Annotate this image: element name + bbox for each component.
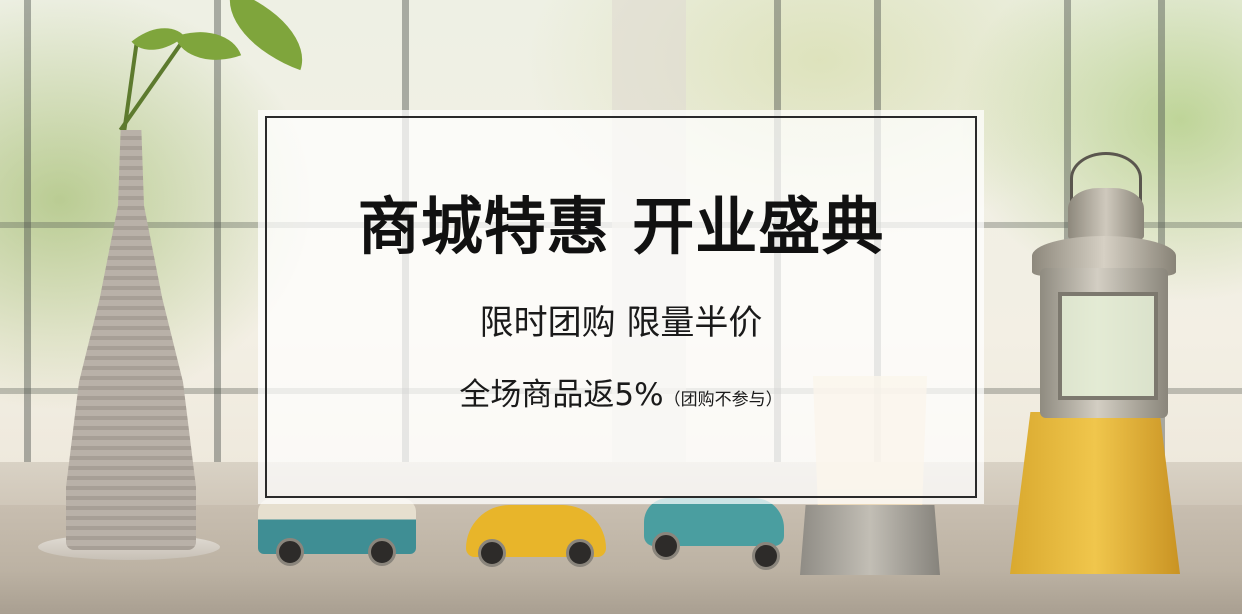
toy-car (466, 505, 606, 567)
toy-scooter (644, 498, 784, 570)
window-bar (1064, 0, 1071, 470)
toy-wheel (566, 539, 594, 567)
promo-note-text: （团购不参与） (663, 390, 783, 410)
toy-bus (258, 498, 416, 566)
window-bar (214, 0, 221, 470)
metal-cup (800, 505, 940, 575)
toy-wheel (368, 538, 396, 566)
toy-wheel (478, 539, 506, 567)
promo-main-text: 全场商品返5% (459, 377, 664, 413)
toy-wheel (276, 538, 304, 566)
promo-panel-border (265, 116, 977, 498)
window-bar (1158, 0, 1165, 470)
promo-panel (258, 110, 984, 504)
banner-headline: 商城特惠 开业盛典 (357, 190, 885, 263)
lantern-cap (1068, 188, 1144, 240)
banner-subheadline: 限时团购 限量半价 (479, 303, 763, 343)
toy-wheel (652, 532, 680, 560)
toy-wheel (752, 542, 780, 570)
lantern-handle (1070, 152, 1142, 205)
promo-line: 全场商品返5%（团购不参与） (265, 380, 977, 411)
window-bar (24, 0, 31, 470)
lantern-glass (1058, 292, 1158, 400)
yellow-bucket (1010, 412, 1180, 574)
